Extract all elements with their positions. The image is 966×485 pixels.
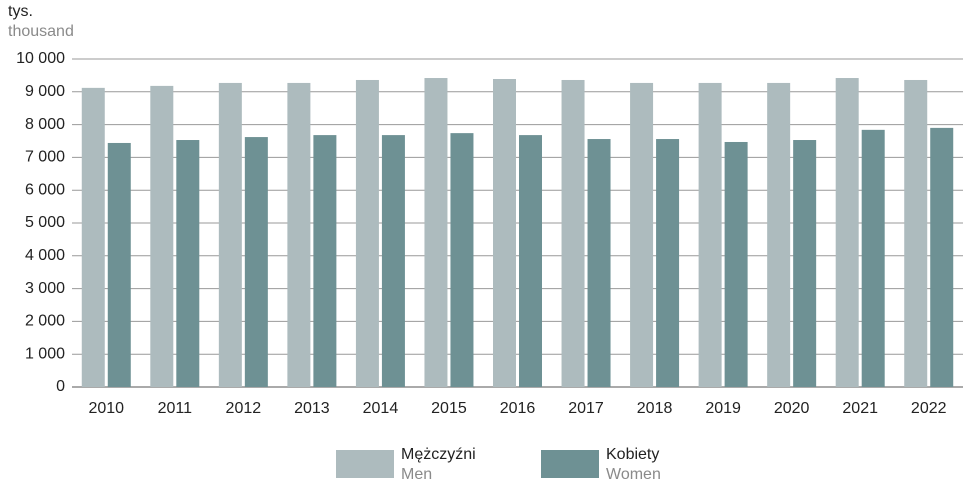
bar [176,140,200,387]
y-tick-label: 3 000 [25,280,65,297]
y-axis-label-en: thousand [8,23,74,40]
x-tick-label: 2011 [158,400,193,417]
y-tick-label: 8 000 [25,116,65,133]
bar [656,139,680,387]
legend-label: Mężczyźni [401,446,476,463]
x-tick-label: 2013 [294,400,330,417]
y-tick-label: 1 000 [25,345,65,362]
bar [930,127,954,387]
legend-label-en: Men [401,466,432,483]
bar [561,79,585,387]
y-tick-label: 2 000 [25,313,65,330]
x-tick-label: 2020 [774,400,810,417]
legend-label: Kobiety [606,446,659,463]
bar [793,140,817,387]
bar [424,78,448,388]
x-tick-label: 2019 [705,400,741,417]
bar [904,79,928,387]
bar [835,78,859,388]
x-tick-label: 2014 [363,400,399,417]
bar [698,82,722,387]
bar [355,79,379,387]
x-tick-label: 2016 [500,400,536,417]
y-tick-label: 5 000 [25,214,65,231]
bar [630,82,654,387]
bar [313,135,337,387]
y-tick-label: 9 000 [25,83,65,100]
bar [218,82,242,387]
y-tick-label: 4 000 [25,247,65,264]
legend-swatch [336,450,394,478]
bar [287,82,311,387]
bar [493,79,516,388]
bar [107,142,131,387]
y-tick-label: 0 [56,378,65,395]
x-tick-label: 2018 [637,400,673,417]
legend-swatch [541,450,599,478]
x-tick-label: 2017 [568,400,604,417]
y-tick-label: 10 000 [16,50,65,67]
x-tick-label: 2010 [88,400,124,417]
y-tick-label: 7 000 [25,149,65,166]
bar [587,139,611,387]
bar [861,129,885,387]
bar [150,85,174,388]
bar [244,137,268,387]
x-tick-label: 2012 [226,400,262,417]
x-tick-label: 2021 [842,400,878,417]
bar [519,135,542,387]
bar [767,82,791,387]
bar [381,135,405,387]
bar [724,141,748,387]
y-tick-label: 6 000 [25,181,65,198]
bar [450,133,474,387]
legend-label-en: Women [606,466,661,483]
x-tick-label: 2022 [911,400,947,417]
bar [81,87,105,387]
y-axis-label: tys. [8,3,33,20]
x-tick-label: 2015 [431,400,467,417]
